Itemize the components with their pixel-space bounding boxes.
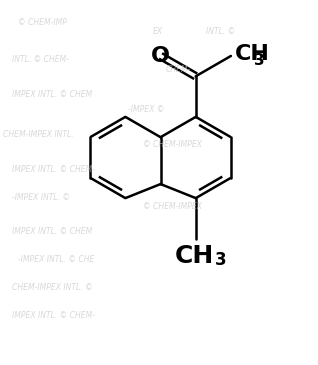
Text: O: O bbox=[151, 46, 170, 66]
Text: -IMPEX INTL. © CHE: -IMPEX INTL. © CHE bbox=[18, 255, 95, 264]
Text: © CHEM-IMP: © CHEM-IMP bbox=[18, 18, 67, 27]
Text: -IMPEX INTL. ©: -IMPEX INTL. © bbox=[12, 193, 70, 202]
Text: INTL. ©: INTL. © bbox=[206, 27, 235, 36]
Text: CHEM-IMPEX INTL. ©: CHEM-IMPEX INTL. © bbox=[12, 283, 93, 292]
Text: CHEM-IMPEX INTL.: CHEM-IMPEX INTL. bbox=[3, 130, 73, 139]
Text: IMPEX INTL. © CHEM-: IMPEX INTL. © CHEM- bbox=[12, 311, 95, 320]
Text: © CHEM-IMPEX: © CHEM-IMPEX bbox=[143, 202, 202, 211]
Text: EX: EX bbox=[153, 27, 163, 36]
Text: CH: CH bbox=[235, 45, 270, 64]
Text: 3: 3 bbox=[214, 251, 226, 269]
Text: © CHEM-IMPEX: © CHEM-IMPEX bbox=[143, 139, 202, 149]
Text: CH: CH bbox=[175, 244, 214, 268]
Text: IMPEX INTL. © CHEM: IMPEX INTL. © CHEM bbox=[12, 89, 93, 99]
Text: IMPEX INTL. © CHEM-: IMPEX INTL. © CHEM- bbox=[12, 165, 95, 174]
Text: CHEM-: CHEM- bbox=[165, 65, 190, 74]
Text: IMPEX INTL. © CHEM: IMPEX INTL. © CHEM bbox=[12, 227, 93, 236]
Text: 3: 3 bbox=[254, 53, 265, 68]
Text: -IMPEX ©: -IMPEX © bbox=[128, 105, 164, 114]
Text: INTL. © CHEM-: INTL. © CHEM- bbox=[12, 55, 69, 64]
